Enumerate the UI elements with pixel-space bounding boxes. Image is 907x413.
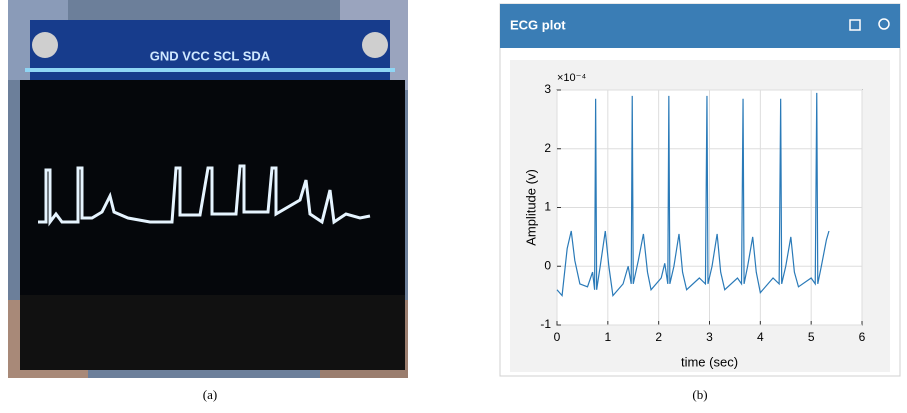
widget-title: ECG plot <box>510 17 566 32</box>
y-tick-label: -1 <box>540 317 551 331</box>
ribbon <box>20 295 405 370</box>
caption: (a) <box>203 387 217 402</box>
y-tick-label: 1 <box>544 200 551 214</box>
display-edge <box>25 68 395 72</box>
y-tick-label: 0 <box>544 258 551 272</box>
y-axis-label: Amplitude (v) <box>523 169 538 246</box>
mount-hole <box>362 32 388 58</box>
oled-photo: GND VCC SCL SDA <box>8 0 408 378</box>
x-tick-label: 4 <box>757 330 764 344</box>
x-tick-label: 0 <box>554 330 561 344</box>
caption: (b) <box>692 387 707 402</box>
x-tick-label: 5 <box>808 330 815 344</box>
x-tick-label: 2 <box>655 330 662 344</box>
x-axis-label: time (sec) <box>681 354 738 369</box>
y-exponent: ×10⁻⁴ <box>557 72 586 84</box>
figure: GND VCC SCL SDA (a) ECG plot (b) 0 1 2 3 4 5 6… <box>0 0 907 408</box>
x-tick-label: 3 <box>706 330 713 344</box>
x-tick-label: 6 <box>859 330 866 344</box>
mount-hole <box>32 32 58 58</box>
x-tick-label: 1 <box>604 330 611 344</box>
connector-label: GND VCC SCL SDA <box>150 48 271 63</box>
y-tick-label: 2 <box>544 141 551 155</box>
page: GND VCC SCL SDA (a) ECG plot (b) 0 1 2 3 4 5 6… <box>0 0 907 413</box>
y-tick-label: 3 <box>544 82 551 96</box>
